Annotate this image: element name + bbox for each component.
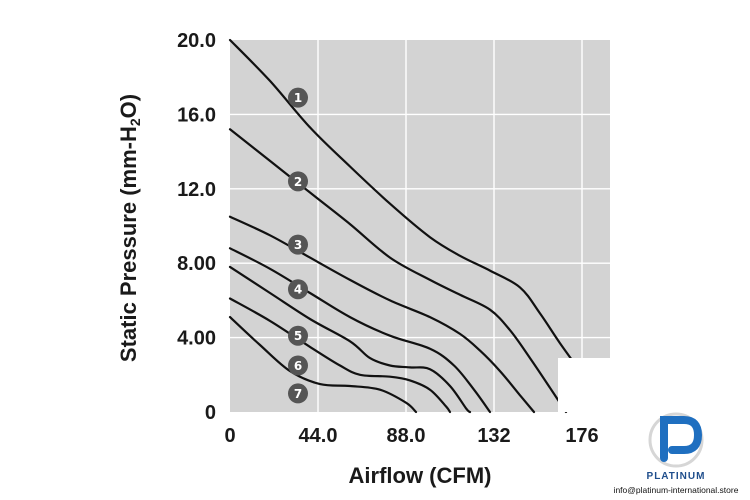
curve-marker-label: 7 — [294, 387, 302, 401]
plot-background — [230, 40, 610, 412]
watermark-brand: PLATINUM — [647, 471, 706, 482]
logo-p-icon — [660, 416, 703, 462]
curve-marker-label: 4 — [294, 283, 302, 297]
curve-2 — [228, 128, 568, 414]
curve-marker-6-icon — [288, 355, 308, 376]
x-tick-label: 0 — [224, 425, 235, 447]
curve-1 — [228, 38, 582, 373]
curve-marker-1-icon — [288, 87, 308, 108]
y-tick-label: 20.0 — [177, 30, 216, 52]
curve-marker-label: 3 — [294, 238, 302, 252]
platinum-logo: PLATINUM info@platinum-international.sto… — [614, 412, 739, 495]
curve-marker-label: 5 — [294, 329, 302, 343]
x-tick-label: 88.0 — [387, 425, 426, 447]
curve-7 — [228, 316, 418, 414]
curve-markers: 1 2 3 4 5 6 7 — [288, 87, 308, 404]
y-axis-title: Static Pressure (mm-H2O) — [116, 94, 143, 362]
curve-marker-label: 1 — [294, 91, 302, 105]
y-tick-label: 16.0 — [177, 104, 216, 126]
y-tick-label: 4.00 — [177, 328, 216, 350]
x-tick-label: 44.0 — [299, 425, 338, 447]
curve-marker-4-icon — [288, 279, 308, 300]
curve-4 — [228, 247, 492, 414]
curve-marker-7-icon — [288, 383, 308, 404]
x-tick-label: 176 — [565, 425, 598, 447]
y-tick-label: 12.0 — [177, 179, 216, 201]
curve-marker-2-icon — [288, 171, 308, 192]
curve-marker-5-icon — [288, 325, 308, 346]
x-axis-title: Airflow (CFM) — [349, 463, 492, 488]
y-tick-label: 0 — [205, 402, 216, 424]
x-tick-label: 132 — [477, 425, 510, 447]
curve-marker-3-icon — [288, 234, 308, 255]
watermark-email: info@platinum-international.store — [614, 485, 739, 495]
y-tick-label: 8.00 — [177, 253, 216, 275]
plot-corner-mask — [558, 358, 610, 412]
curve-5 — [228, 265, 472, 414]
curve-marker-label: 6 — [294, 359, 302, 373]
curve-marker-label: 2 — [294, 175, 302, 189]
